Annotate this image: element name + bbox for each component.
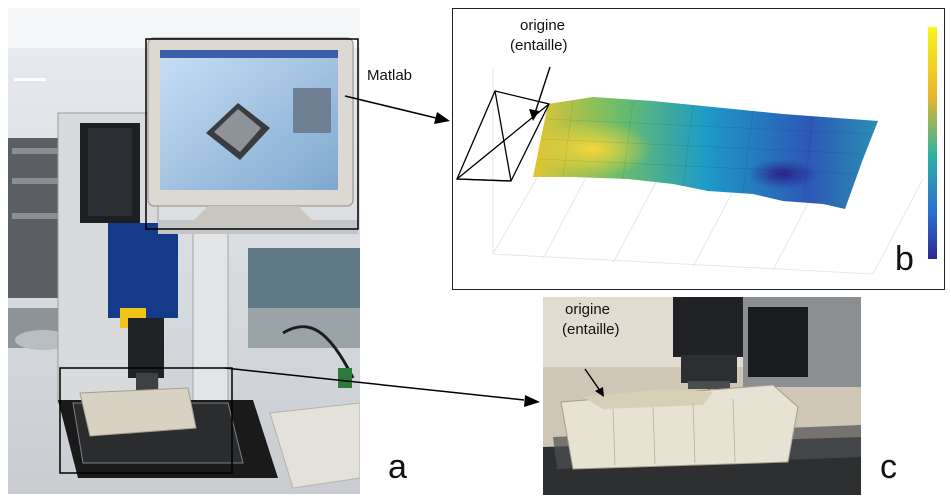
panel-b-letter: b — [895, 240, 914, 278]
lab-photo-illustration — [8, 8, 360, 494]
arrow-monitor-to-plot — [344, 95, 450, 124]
panel-a-letter: a — [388, 448, 407, 486]
origin-label-top: origine — [520, 17, 566, 34]
panel-b-surface-plot — [452, 8, 945, 290]
origin-arrow-top — [529, 66, 551, 121]
panel-c-letter: c — [880, 448, 897, 486]
arrow-specimen-to-closeup — [224, 367, 540, 407]
origin-label-bottom: origine — [565, 301, 611, 318]
notch-label-bottom: (entaille) — [562, 321, 620, 338]
panel-a-lab-photo — [8, 8, 360, 494]
surface-plot-illustration — [456, 27, 937, 275]
origin-arrow-bottom — [584, 368, 604, 397]
colorbar — [928, 27, 937, 259]
matlab-label: Matlab — [367, 67, 413, 84]
specimen-highlight-box — [59, 367, 233, 474]
panel-c-closeup-photo — [543, 297, 861, 495]
notch-label-top: (entaille) — [510, 37, 568, 54]
monitor-highlight-box — [145, 38, 359, 230]
closeup-illustration — [543, 297, 861, 495]
